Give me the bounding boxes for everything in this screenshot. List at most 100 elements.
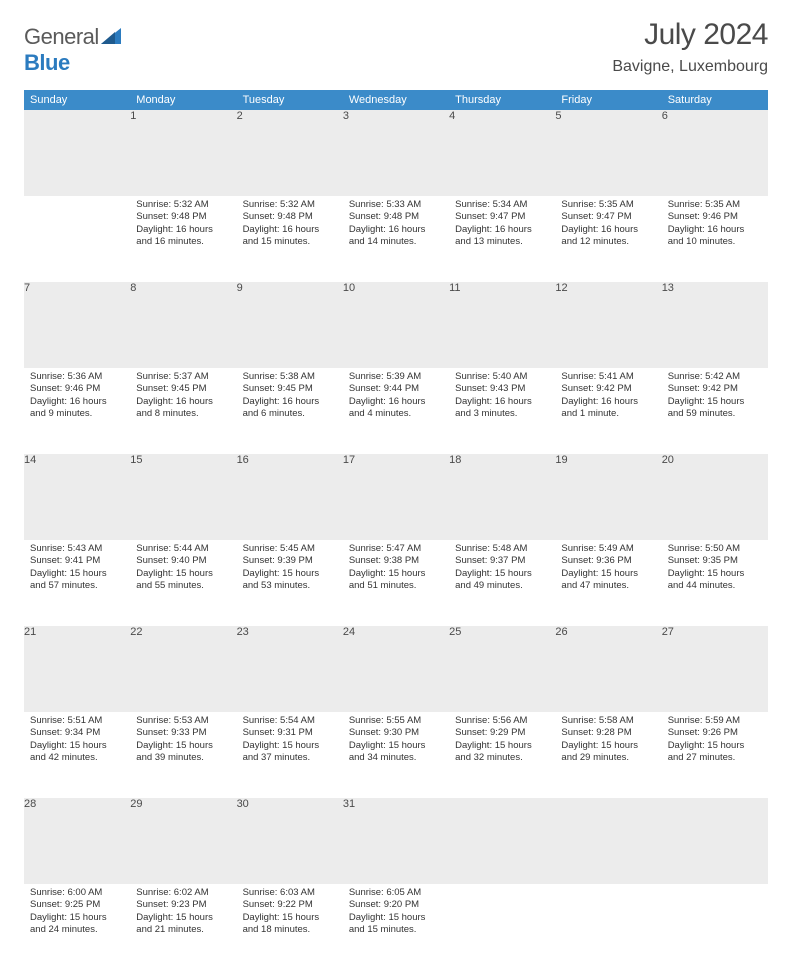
sunrise-line: Sunrise: 5:48 AM — [455, 543, 527, 554]
day-body-cell: Sunrise: 6:02 AMSunset: 9:23 PMDaylight:… — [130, 884, 236, 970]
daynum-row: 28293031 — [24, 798, 768, 884]
sunset-line: Sunset: 9:25 PM — [30, 899, 100, 910]
day-body-cell — [662, 884, 768, 970]
day-details: Sunrise: 6:03 AMSunset: 9:22 PMDaylight:… — [237, 884, 343, 942]
sunrise-line: Sunrise: 6:00 AM — [30, 887, 102, 898]
day-details: Sunrise: 5:41 AMSunset: 9:42 PMDaylight:… — [555, 368, 661, 426]
weekday-header: Thursday — [449, 90, 555, 110]
daylight-line: Daylight: 15 hours and 24 minutes. — [30, 912, 107, 935]
day-details: Sunrise: 5:50 AMSunset: 9:35 PMDaylight:… — [662, 540, 768, 598]
day-number-cell — [449, 798, 555, 884]
day-details: Sunrise: 5:49 AMSunset: 9:36 PMDaylight:… — [555, 540, 661, 598]
day-details: Sunrise: 5:56 AMSunset: 9:29 PMDaylight:… — [449, 712, 555, 770]
sunrise-line: Sunrise: 5:55 AM — [349, 715, 421, 726]
sunrise-line: Sunrise: 5:38 AM — [243, 371, 315, 382]
sunset-line: Sunset: 9:33 PM — [136, 727, 206, 738]
daylight-line: Daylight: 15 hours and 32 minutes. — [455, 740, 532, 763]
day-number-cell: 31 — [343, 798, 449, 884]
day-number-cell: 25 — [449, 626, 555, 712]
day-body-cell: Sunrise: 5:33 AMSunset: 9:48 PMDaylight:… — [343, 196, 449, 282]
sunset-line: Sunset: 9:46 PM — [668, 211, 738, 222]
day-number-cell: 17 — [343, 454, 449, 540]
day-number-cell — [555, 798, 661, 884]
daylight-line: Daylight: 16 hours and 13 minutes. — [455, 224, 532, 247]
sunset-line: Sunset: 9:22 PM — [243, 899, 313, 910]
daylight-line: Daylight: 16 hours and 6 minutes. — [243, 396, 320, 419]
day-number-cell: 6 — [662, 110, 768, 196]
sunrise-line: Sunrise: 5:51 AM — [30, 715, 102, 726]
sunrise-line: Sunrise: 5:47 AM — [349, 543, 421, 554]
daylight-line: Daylight: 15 hours and 44 minutes. — [668, 568, 745, 591]
day-number-cell: 28 — [24, 798, 130, 884]
sunset-line: Sunset: 9:40 PM — [136, 555, 206, 566]
day-details: Sunrise: 5:34 AMSunset: 9:47 PM Daylight:… — [449, 196, 555, 254]
day-number-cell: 13 — [662, 282, 768, 368]
sunrise-line: Sunrise: 5:59 AM — [668, 715, 740, 726]
title-block: July 2024 Bavigne, Luxembourg — [612, 18, 768, 76]
daynum-row: 78910111213 — [24, 282, 768, 368]
weekday-header: Tuesday — [237, 90, 343, 110]
day-body-cell: Sunrise: 5:34 AMSunset: 9:47 PM Daylight:… — [449, 196, 555, 282]
sunset-line: Sunset: 9:46 PM — [30, 383, 100, 394]
day-body-cell: Sunrise: 5:35 AMSunset: 9:46 PM Daylight:… — [662, 196, 768, 282]
weekday-header: Monday — [130, 90, 236, 110]
day-number-cell: 16 — [237, 454, 343, 540]
week-body-row: Sunrise: 5:51 AMSunset: 9:34 PMDaylight:… — [24, 712, 768, 798]
calendar-table: SundayMondayTuesdayWednesdayThursdayFrid… — [24, 90, 768, 970]
day-number-cell: 5 — [555, 110, 661, 196]
day-number-cell: 26 — [555, 626, 661, 712]
day-number-cell: 12 — [555, 282, 661, 368]
brand-part1: General — [24, 24, 99, 49]
sunset-line: Sunset: 9:41 PM — [30, 555, 100, 566]
day-number-cell: 15 — [130, 454, 236, 540]
day-details: Sunrise: 5:40 AMSunset: 9:43 PMDaylight:… — [449, 368, 555, 426]
day-details: Sunrise: 5:37 AMSunset: 9:45 PMDaylight:… — [130, 368, 236, 426]
daylight-line: Daylight: 16 hours and 3 minutes. — [455, 396, 532, 419]
sunrise-line: Sunrise: 5:34 AM — [455, 199, 527, 210]
day-body-cell: Sunrise: 5:51 AMSunset: 9:34 PMDaylight:… — [24, 712, 130, 798]
day-number-cell: 4 — [449, 110, 555, 196]
day-body-cell: Sunrise: 5:32 AMSunset: 9:48 PMDaylight:… — [130, 196, 236, 282]
sunrise-line: Sunrise: 5:32 AM — [243, 199, 315, 210]
day-details: Sunrise: 5:45 AMSunset: 9:39 PMDaylight:… — [237, 540, 343, 598]
daylight-line: Daylight: 16 hours and 10 minutes. — [668, 224, 745, 247]
sunrise-line: Sunrise: 5:53 AM — [136, 715, 208, 726]
daynum-row: 123456 — [24, 110, 768, 196]
daylight-line: Daylight: 16 hours and 1 minute. — [561, 396, 638, 419]
page-header: GeneralBlue July 2024 Bavigne, Luxembour… — [24, 18, 768, 76]
day-body-cell: Sunrise: 5:56 AMSunset: 9:29 PMDaylight:… — [449, 712, 555, 798]
day-number-cell: 24 — [343, 626, 449, 712]
day-body-cell: Sunrise: 6:05 AMSunset: 9:20 PMDaylight:… — [343, 884, 449, 970]
day-number-cell: 20 — [662, 454, 768, 540]
day-number-cell — [662, 798, 768, 884]
sunrise-line: Sunrise: 5:33 AM — [349, 199, 421, 210]
weekday-header: Friday — [555, 90, 661, 110]
sunset-line: Sunset: 9:47 PM — [455, 211, 525, 222]
week-body-row: Sunrise: 6:00 AMSunset: 9:25 PM Daylight:… — [24, 884, 768, 970]
month-title: July 2024 — [612, 18, 768, 52]
sunset-line: Sunset: 9:28 PM — [561, 727, 631, 738]
sunrise-line: Sunrise: 5:42 AM — [668, 371, 740, 382]
day-body-cell: Sunrise: 5:47 AMSunset: 9:38 PMDaylight:… — [343, 540, 449, 626]
weekday-header: Sunday — [24, 90, 130, 110]
sunset-line: Sunset: 9:48 PM — [136, 211, 206, 222]
daylight-line: Daylight: 15 hours and 29 minutes. — [561, 740, 638, 763]
day-details: Sunrise: 5:55 AMSunset: 9:30 PMDaylight:… — [343, 712, 449, 770]
sunrise-line: Sunrise: 6:02 AM — [136, 887, 208, 898]
sunrise-line: Sunrise: 5:32 AM — [136, 199, 208, 210]
daylight-line: Daylight: 16 hours and 9 minutes. — [30, 396, 107, 419]
sunset-line: Sunset: 9:42 PM — [668, 383, 738, 394]
week-body-row: Sunrise: 5:36 AMSunset: 9:46 PM Daylight:… — [24, 368, 768, 454]
sunrise-line: Sunrise: 5:35 AM — [668, 199, 740, 210]
day-number-cell: 29 — [130, 798, 236, 884]
day-number-cell: 11 — [449, 282, 555, 368]
sunset-line: Sunset: 9:30 PM — [349, 727, 419, 738]
sunset-line: Sunset: 9:23 PM — [136, 899, 206, 910]
sunrise-line: Sunrise: 5:41 AM — [561, 371, 633, 382]
sunrise-line: Sunrise: 5:36 AM — [30, 371, 102, 382]
sunset-line: Sunset: 9:48 PM — [243, 211, 313, 222]
sunrise-line: Sunrise: 5:45 AM — [243, 543, 315, 554]
week-body-row: Sunrise: 5:43 AMSunset: 9:41 PMDaylight:… — [24, 540, 768, 626]
day-details: Sunrise: 5:59 AMSunset: 9:26 PMDaylight:… — [662, 712, 768, 770]
day-number-cell: 21 — [24, 626, 130, 712]
